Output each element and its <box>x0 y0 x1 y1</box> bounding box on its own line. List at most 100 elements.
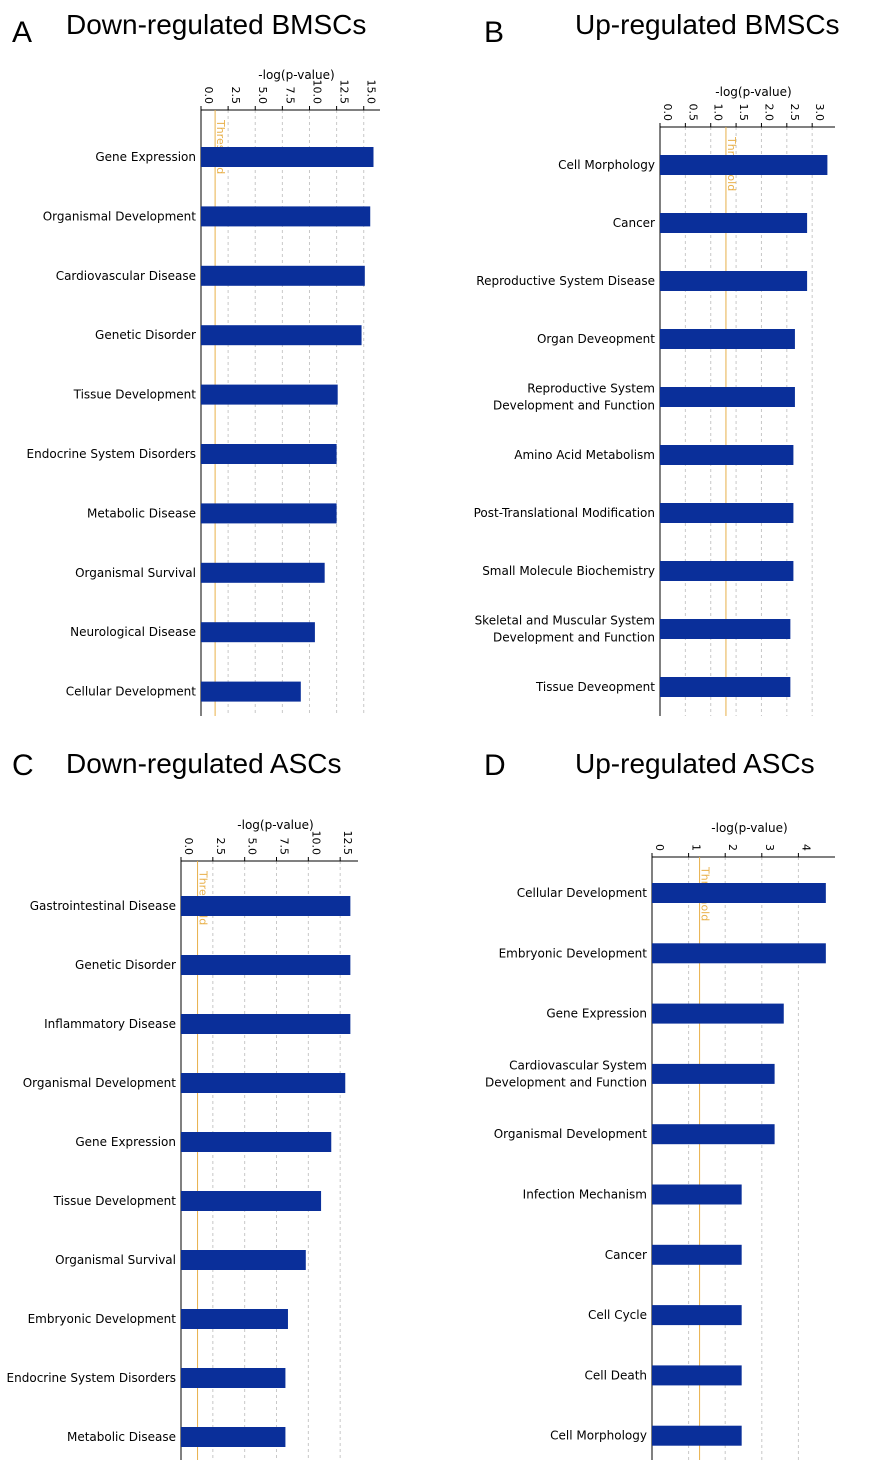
bar <box>660 213 808 233</box>
bar <box>652 1365 742 1386</box>
tick-label: 3 <box>763 844 776 851</box>
category-label: Gastrointestinal Disease <box>30 899 176 913</box>
chart-title: Up-regulated BMSCs <box>575 9 840 40</box>
bar <box>181 1368 286 1388</box>
category-label: Reproductive System Disease <box>476 274 655 288</box>
bar <box>652 1244 742 1265</box>
bar <box>660 503 794 523</box>
category-label: Amino Acid Metabolism <box>514 448 655 462</box>
tick-label: 1.0 <box>712 104 725 122</box>
category-label: Cellular Development <box>66 685 197 699</box>
category-label: Post-Translational Modification <box>474 506 655 520</box>
bar <box>181 1014 351 1034</box>
category-label: Cell Morphology <box>558 158 655 172</box>
category-label: Organismal Development <box>43 209 197 223</box>
tick-label: 2.5 <box>788 104 801 122</box>
bar <box>181 1427 286 1447</box>
category-label: Reproductive System <box>527 382 655 396</box>
category-label: Cancer <box>605 1248 647 1262</box>
tick-label: 2.5 <box>214 838 227 856</box>
bar <box>660 387 795 407</box>
category-label: Small Molecule Biochemistry <box>482 564 655 578</box>
bar <box>181 1309 288 1329</box>
category-label: Genetic Disorder <box>75 958 176 972</box>
category-label: Cardiovascular Disease <box>56 269 196 283</box>
panel-letter: C <box>12 749 34 782</box>
bar <box>201 562 325 583</box>
x-axis-label: -log(p-value) <box>715 85 791 99</box>
tick-label: 4 <box>799 844 812 851</box>
bar <box>201 384 338 405</box>
bar <box>201 206 371 227</box>
chart-panel-a: A Down-regulated BMSCs -log(p-value) 0.0 2.5… <box>12 9 380 716</box>
tick-label: 0.5 <box>686 104 699 122</box>
tick-label: 12.5 <box>341 831 354 856</box>
bar <box>652 1305 742 1326</box>
tick-label: 0.0 <box>661 104 674 122</box>
category-label: Cardiovascular System <box>509 1058 647 1072</box>
tick-label: 12.5 <box>338 80 351 105</box>
bar <box>181 955 351 975</box>
category-label: Cellular Development <box>517 886 648 900</box>
bar <box>181 1073 346 1093</box>
chart-panel-b: B Up-regulated BMSCs -log(p-value) 0.0 0.5 1.… <box>474 9 840 716</box>
bar <box>660 329 795 349</box>
category-label: Organismal Survival <box>55 1253 176 1267</box>
bar <box>660 155 828 175</box>
bar <box>660 561 794 581</box>
category-label: Infection Mechanism <box>523 1188 647 1202</box>
bar <box>201 503 337 524</box>
category-label: Organismal Development <box>494 1127 648 1141</box>
chart-panel-c: C Down-regulated ASCs -log(p-value) 0.0 2.5 5… <box>7 748 358 1460</box>
category-label: Metabolic Disease <box>67 1430 176 1444</box>
panel-letter: A <box>12 16 32 49</box>
category-label: Genetic Disorder <box>95 328 196 342</box>
category-label: Neurological Disease <box>70 625 196 639</box>
bar <box>652 943 826 964</box>
tick-label: 7.5 <box>283 87 296 105</box>
bar <box>181 1132 332 1152</box>
bar <box>201 325 362 346</box>
category-label: Endocrine System Disorders <box>27 447 196 461</box>
category-label: Development and Function <box>485 1075 647 1089</box>
category-label: Tissue Deveopment <box>535 680 655 694</box>
tick-label: 0 <box>653 844 666 851</box>
category-label: Gene Expression <box>95 150 196 164</box>
category-label: Gene Expression <box>546 1007 647 1021</box>
x-axis-label: -log(p-value) <box>237 818 313 832</box>
tick-label: 15.0 <box>365 80 378 105</box>
chart-panel-d: DUp-regulated ASCs-log(p-value)01234Thre… <box>484 748 835 1460</box>
bar <box>201 622 315 643</box>
category-label: Skeletal and Muscular System <box>475 614 655 628</box>
tick-label: 0.0 <box>182 838 195 856</box>
tick-label: 5.0 <box>256 87 269 105</box>
bar <box>652 1184 742 1205</box>
category-label: Embryonic Development <box>499 946 648 960</box>
x-axis-label: -log(p-value) <box>258 68 334 82</box>
category-label: Cancer <box>613 216 655 230</box>
category-label: Cell Death <box>584 1368 647 1382</box>
bar <box>201 265 365 286</box>
tick-label: 2.5 <box>229 87 242 105</box>
bar <box>652 883 826 903</box>
panel-letter: B <box>484 16 504 49</box>
bar <box>660 445 794 465</box>
category-label: Organ Deveopment <box>537 332 655 346</box>
tick-label: 1 <box>690 844 703 851</box>
bar <box>652 1003 784 1024</box>
category-label: Tissue Development <box>73 388 197 402</box>
bar <box>652 1063 775 1084</box>
tick-label: 10.0 <box>309 831 322 856</box>
category-label: Metabolic Disease <box>87 506 196 520</box>
bar <box>660 271 808 291</box>
x-axis-label: -log(p-value) <box>711 821 787 835</box>
category-label: Cell Morphology <box>550 1429 647 1443</box>
category-label: Development and Function <box>493 631 655 645</box>
chart-title: Down-regulated BMSCs <box>66 9 366 40</box>
chart-title: Down-regulated ASCs <box>66 748 341 779</box>
bar <box>201 444 337 464</box>
bar <box>660 619 791 639</box>
bar <box>201 147 374 167</box>
bar <box>652 1425 742 1446</box>
category-label: Development and Function <box>493 399 655 413</box>
